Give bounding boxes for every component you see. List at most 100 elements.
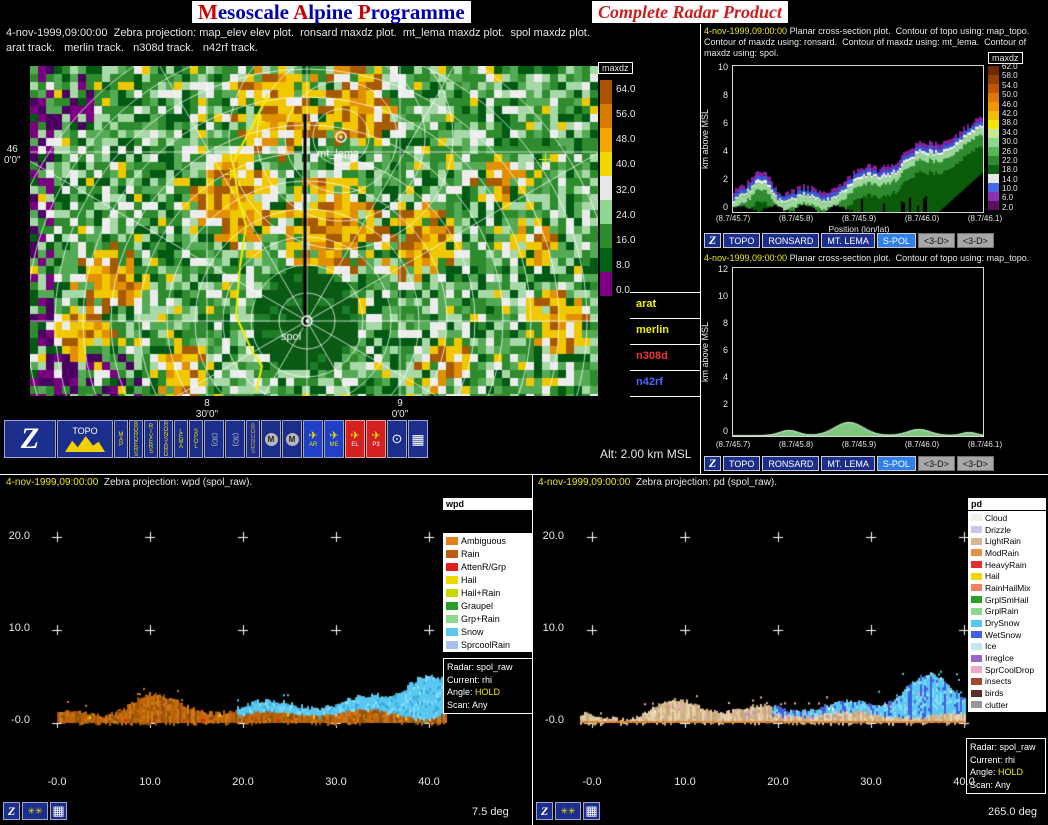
xs1-colorbar-tick: 58.0	[1002, 71, 1018, 81]
overlay-button-label: SPOL	[193, 429, 199, 449]
xs-toolbar-button[interactable]: MT. LEMA	[821, 233, 875, 248]
pd-rhi-plot[interactable]	[560, 500, 990, 790]
xs-toolbar-button[interactable]: Z	[704, 456, 721, 471]
overlay-toggle-button[interactable]: MAP	[114, 420, 128, 458]
xs1-colorbar-tick: 38.0	[1002, 118, 1018, 128]
xs1-colorbar-segment	[988, 174, 999, 183]
y-tick: 10.0	[542, 622, 564, 634]
map-colorbar-segment	[600, 200, 612, 224]
xs1-colorbar-segment	[988, 183, 999, 192]
map-colorbar-tick: 8.0	[616, 259, 630, 271]
legend-swatch	[971, 572, 982, 580]
cross-section-plot-1[interactable]	[732, 65, 984, 213]
legend-label: Snow	[461, 626, 484, 637]
zebra-logo-button[interactable]: Z	[4, 420, 56, 458]
xs-toolbar-button[interactable]: S-POL	[876, 233, 916, 248]
cross-section-plot-2[interactable]	[732, 267, 984, 437]
overlay-button-label: MAP	[118, 431, 124, 447]
xs1-colorbar-title: maxdz	[988, 52, 1023, 64]
map-colorbar-segment	[600, 224, 612, 248]
xs2-status-rest: Planar cross-section plot. Contour of to…	[787, 253, 1030, 263]
lon-axis-label-2: 9 0'0"	[382, 398, 418, 420]
xs-toolbar-button[interactable]: MT. LEMA	[821, 456, 875, 471]
bounds-button[interactable]: BOUNDS	[246, 420, 260, 458]
x-tick: (8.7/45.9)	[841, 440, 877, 449]
zebra-mini-button[interactable]: Z	[536, 802, 553, 820]
aircraft-red-buttons: ✈ EL ✈ P3	[345, 420, 386, 458]
xs-toolbar-button[interactable]: TOPO	[723, 233, 761, 248]
three-d-button[interactable]: (3D)	[204, 420, 224, 458]
track-row[interactable]: n42rf	[630, 370, 700, 396]
xs-toolbar-button[interactable]: TOPO	[723, 456, 761, 471]
grid-icon: ▦	[411, 430, 425, 447]
lon-axis-label-1: 8 30'0"	[187, 398, 227, 420]
track-row[interactable]: merlin	[630, 318, 700, 344]
xs-toolbar-button[interactable]: <3-D>	[956, 456, 994, 471]
aircraft-radar-button[interactable]: ✈ EL	[345, 420, 365, 458]
stars-button[interactable]: ✳✳	[22, 802, 48, 820]
legend-item: Rain	[445, 547, 531, 560]
track-label: arat	[636, 298, 657, 310]
xs2-toolbar: Z TOPO RONSARD MT. LEMA S-POL <3-D> <3-D>	[704, 456, 994, 471]
pd-angle-readout: 265.0 deg	[988, 806, 1037, 818]
x-tick: (8.7/45.9)	[841, 214, 877, 223]
xs1-colorbar-segment	[988, 129, 999, 138]
overlay-toggle-button[interactable]: LEMA	[174, 420, 188, 458]
legend-item: Ice	[970, 641, 1044, 653]
grid-mini-button[interactable]: ▦	[50, 802, 67, 820]
pd-timestamp: 4-nov-1999,09:00:00	[538, 477, 631, 488]
aircraft-button[interactable]: ✈ ME	[324, 420, 344, 458]
y-tick: 12	[717, 264, 728, 274]
m-sphere-button[interactable]: M	[261, 420, 281, 458]
xs1-colorbar-tick: 22.0	[1002, 155, 1018, 165]
grid-mini-button[interactable]: ▦	[583, 802, 600, 820]
xs-toolbar-button[interactable]: RONSARD	[762, 233, 820, 248]
wpd-timestamp: 4-nov-1999,09:00:00	[6, 477, 99, 488]
aircraft-button[interactable]: ✈ AR	[303, 420, 323, 458]
plane-icon: ✈	[329, 429, 339, 442]
plane-icon: ✈	[371, 429, 381, 442]
xs-toolbar-button[interactable]: <3-D>	[917, 233, 955, 248]
overlay-toggle-button[interactable]: BORDERS	[129, 420, 143, 458]
xs-toolbar-button[interactable]: RONSARD	[762, 456, 820, 471]
three-d-button[interactable]: (3D)	[225, 420, 245, 458]
circle-dot-icon: ⊙	[391, 431, 403, 446]
radar-map-canvas[interactable]	[30, 66, 598, 396]
xs-toolbar-button[interactable]: <3-D>	[917, 456, 955, 471]
aircraft-radar-button[interactable]: ✈ P3	[366, 420, 386, 458]
legend-item: Drizzle	[970, 524, 1044, 536]
circle-dot-button[interactable]: ⊙	[387, 420, 407, 458]
legend-swatch	[971, 607, 982, 615]
aircraft-button-label: ME	[329, 441, 339, 448]
topo-button[interactable]: TOPO	[57, 420, 113, 458]
overlay-toggle-button[interactable]: SPOL	[189, 420, 203, 458]
zebra-mini-button[interactable]: Z	[3, 802, 20, 820]
y-tick: 0	[722, 202, 728, 212]
track-row[interactable]: arat	[630, 292, 700, 318]
overlay-toggle-button[interactable]: RIVERS	[144, 420, 158, 458]
map-colorbar-tick: 64.0	[616, 84, 636, 95]
legend-swatch	[971, 537, 982, 545]
map-colorbar-segment	[600, 104, 612, 128]
legend-label: Grp+Rain	[461, 613, 500, 624]
pd-x-ticks: -0.0 10.0 20.0 30.0 40.0	[568, 776, 988, 788]
xs-toolbar-button[interactable]: Z	[704, 233, 721, 248]
stars-button[interactable]: ✳✳	[555, 802, 581, 820]
legend-item: WetSnow	[970, 629, 1044, 641]
xs1-colorbar-tick: 14.0	[1002, 174, 1018, 184]
x-tick: 30.0	[860, 776, 882, 788]
xs1-colorbar-ticks: 62.0 58.0 54.0 50.0 46.0 42.0 38.0 34.0 30.0 26.0…	[1002, 62, 1018, 212]
xs-toolbar-button[interactable]: S-POL	[876, 456, 916, 471]
radar-name: Radar: spol_raw	[970, 742, 1036, 752]
wpd-rhi-plot[interactable]	[40, 500, 470, 790]
overlay-toggle-button[interactable]: RONSARD	[159, 420, 173, 458]
legend-label: Hail+Rain	[461, 587, 501, 598]
legend-item: SprcoolRain	[445, 638, 531, 651]
xs-toolbar-button[interactable]: <3-D>	[956, 233, 994, 248]
lon1-deg: 8	[204, 398, 210, 409]
track-row[interactable]: n308d	[630, 344, 700, 370]
map-colorbar-segment	[600, 128, 612, 152]
grid-button[interactable]: ▦	[408, 420, 428, 458]
title-rest-1: esoscale	[217, 0, 294, 24]
m-sphere-button[interactable]: M	[282, 420, 302, 458]
